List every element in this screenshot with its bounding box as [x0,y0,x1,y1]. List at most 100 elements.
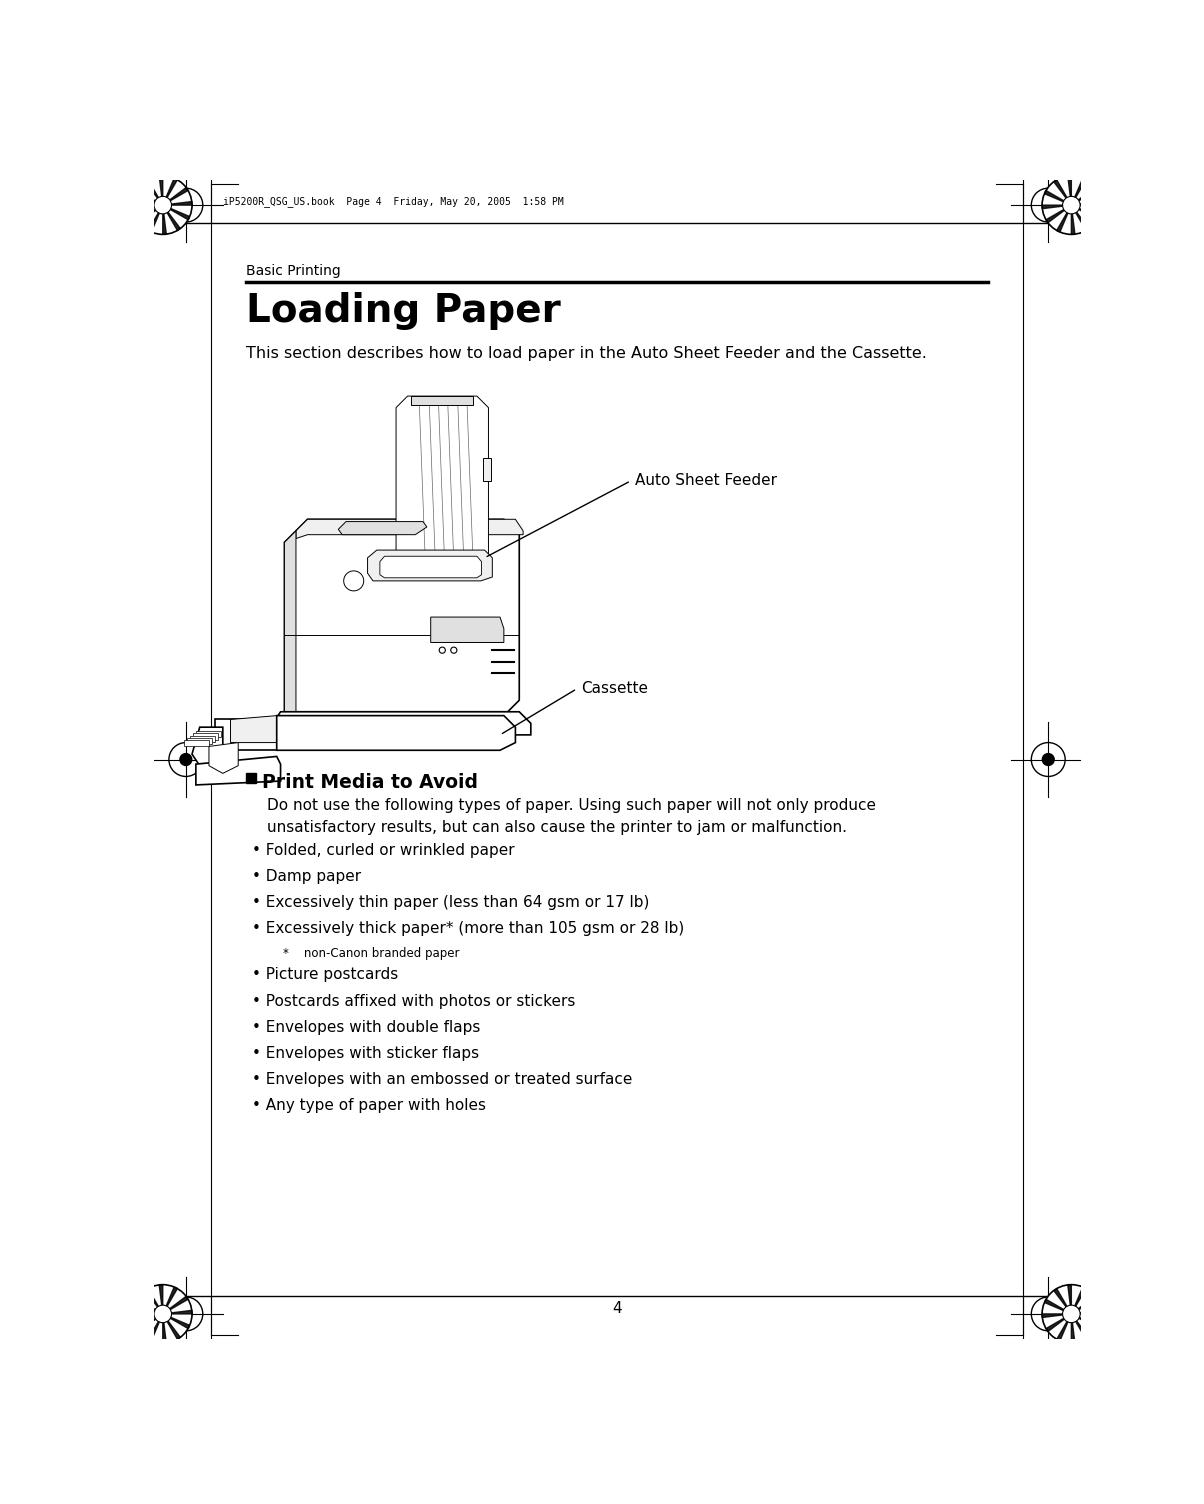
Polygon shape [1072,205,1098,220]
Text: • Folded, curled or wrinkled paper: • Folded, curled or wrinkled paper [252,842,514,857]
Polygon shape [1068,1284,1072,1314]
Polygon shape [1072,205,1075,235]
Polygon shape [136,191,163,205]
Polygon shape [137,205,163,223]
Text: • Excessively thin paper (less than 64 gsm or 17 lb): • Excessively thin paper (less than 64 g… [252,895,649,910]
Text: Cassette: Cassette [580,681,648,696]
Text: Auto Sheet Feeder: Auto Sheet Feeder [635,474,777,489]
Polygon shape [1072,1314,1075,1343]
Text: • Envelopes with double flaps: • Envelopes with double flaps [252,1020,480,1035]
Polygon shape [163,177,177,205]
Polygon shape [230,716,278,743]
Text: Do not use the following types of paper. Using such paper will not only produce
: Do not use the following types of paper.… [267,799,877,835]
Text: iP5200R_QSG_US.book  Page 4  Friday, May 20, 2005  1:58 PM: iP5200R_QSG_US.book Page 4 Friday, May 2… [223,197,563,208]
Polygon shape [163,205,190,220]
Polygon shape [1057,1314,1072,1342]
Polygon shape [163,1287,177,1314]
Polygon shape [159,176,163,205]
Text: • Any type of paper with holes: • Any type of paper with holes [252,1098,486,1113]
Polygon shape [163,1314,190,1328]
Polygon shape [367,550,492,581]
Polygon shape [273,711,531,735]
Polygon shape [191,726,223,766]
Polygon shape [163,202,191,205]
Circle shape [1043,1308,1055,1321]
Polygon shape [296,519,523,538]
Polygon shape [1072,1287,1086,1314]
Polygon shape [277,716,515,750]
Circle shape [1043,754,1055,766]
Polygon shape [163,1296,188,1314]
Circle shape [1063,1305,1080,1322]
Circle shape [134,176,191,235]
Polygon shape [163,205,166,235]
Polygon shape [187,738,212,744]
Polygon shape [1072,205,1088,230]
Polygon shape [284,519,519,711]
Circle shape [1063,197,1080,214]
Text: 4: 4 [613,1301,621,1316]
Polygon shape [146,1289,163,1314]
Polygon shape [163,1310,191,1314]
Text: Basic Printing: Basic Printing [246,263,341,278]
Text: • Picture postcards: • Picture postcards [252,967,399,982]
Polygon shape [190,735,216,741]
Polygon shape [1044,191,1072,205]
Circle shape [179,199,191,211]
Polygon shape [148,1314,163,1342]
Polygon shape [183,740,209,746]
Polygon shape [146,180,163,205]
Text: • Damp paper: • Damp paper [252,869,361,884]
Circle shape [439,647,445,653]
Circle shape [1043,199,1055,211]
Polygon shape [1068,176,1072,205]
Polygon shape [148,205,163,232]
Polygon shape [412,396,473,405]
Polygon shape [1072,177,1086,205]
Polygon shape [193,734,218,740]
Circle shape [154,197,171,214]
Polygon shape [163,188,188,205]
Text: Print Media to Avoid: Print Media to Avoid [262,773,478,791]
Text: • Excessively thick paper* (more than 105 gsm or 28 lb): • Excessively thick paper* (more than 10… [252,922,684,935]
Circle shape [1043,176,1100,235]
Text: • Envelopes with an embossed or treated surface: • Envelopes with an embossed or treated … [252,1072,632,1087]
Polygon shape [209,743,238,773]
Polygon shape [1046,205,1072,223]
Polygon shape [1072,188,1097,205]
Polygon shape [396,396,489,566]
Polygon shape [1043,1314,1072,1318]
Polygon shape [338,522,427,535]
Text: • Postcards affixed with photos or stickers: • Postcards affixed with photos or stick… [252,994,576,1009]
Polygon shape [163,205,181,230]
Bar [246,773,256,784]
Polygon shape [1046,1314,1072,1331]
Polygon shape [163,1314,166,1343]
Polygon shape [163,1314,181,1339]
Polygon shape [1057,205,1072,232]
Polygon shape [1072,202,1100,205]
Polygon shape [137,1314,163,1331]
Circle shape [154,1305,171,1322]
Polygon shape [159,1284,163,1314]
Polygon shape [431,617,503,642]
Polygon shape [1072,1314,1098,1328]
Polygon shape [1054,1289,1072,1314]
Circle shape [179,1308,191,1321]
Polygon shape [1054,180,1072,205]
Polygon shape [483,457,491,481]
Circle shape [450,647,456,653]
Polygon shape [284,531,296,711]
Polygon shape [1072,1314,1088,1339]
Polygon shape [1043,205,1072,209]
Polygon shape [380,556,482,578]
Polygon shape [1072,1296,1097,1314]
Polygon shape [1044,1299,1072,1314]
Text: Loading Paper: Loading Paper [246,292,561,331]
Polygon shape [134,1314,163,1318]
Polygon shape [1072,1310,1100,1314]
Circle shape [179,754,191,766]
Polygon shape [134,205,163,209]
Circle shape [1043,1284,1100,1343]
Polygon shape [196,757,281,785]
